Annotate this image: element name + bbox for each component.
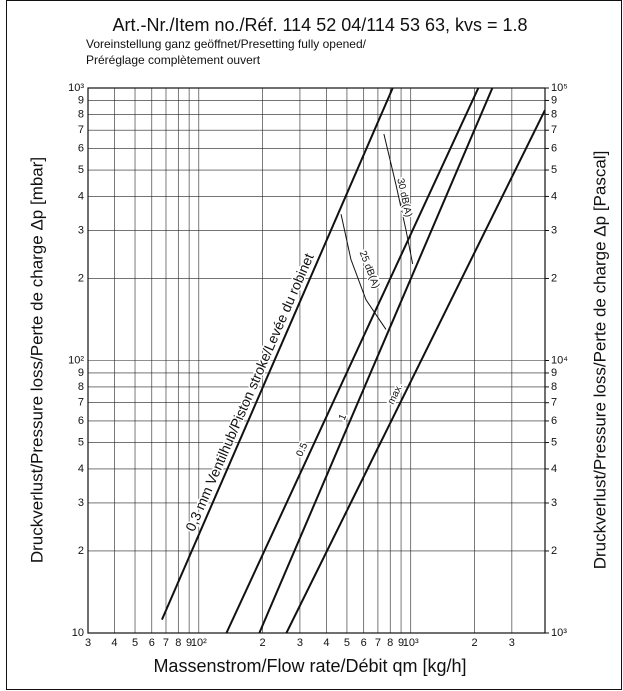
y-tick-label: 7 [78, 124, 84, 136]
series-line [340, 214, 387, 330]
x-tick-label: 3 [85, 637, 91, 649]
y2-tick-label: 8 [551, 381, 557, 393]
series-line [225, 88, 480, 633]
y-tick-label: 7 [78, 397, 84, 409]
x-tick-label: 9 [186, 637, 192, 649]
x-tick-label: 3 [509, 637, 515, 649]
y-axis-label: Druckverlust/Pressure loss/Perte de char… [27, 157, 46, 563]
x-tick-label: 5 [132, 637, 138, 649]
x-tick-label: 9 [398, 637, 404, 649]
y2-tick-label: 7 [551, 397, 557, 409]
y-tick-label: 3 [78, 224, 84, 236]
y-tick-label: 2 [78, 545, 84, 557]
y-tick-label: 5 [78, 164, 84, 176]
y2-tick-label: 9 [551, 367, 557, 379]
y-tick-label: 9 [78, 367, 84, 379]
y2-axis-label: Druckverlust/Pressure loss/Perte de char… [590, 151, 609, 570]
y-tick-label: 8 [78, 381, 84, 393]
y-tick-label: 10 [72, 627, 84, 639]
y2-tick-label: 10⁴ [551, 354, 568, 366]
y-tick-label: 6 [78, 142, 84, 154]
x-tick-label: 8 [175, 637, 181, 649]
x-tick-label: 5 [344, 637, 350, 649]
y-tick-label: 4 [78, 190, 84, 202]
y-tick-label: 10² [68, 354, 84, 366]
chart-subtitle: Voreinstellung ganz geöffnet/Presetting … [86, 37, 367, 51]
y2-tick-label: 6 [551, 415, 557, 427]
x-tick-label: 10³ [403, 637, 419, 649]
series-label: 0,3 mm Ventilhub/Piston stroke/Levée du … [182, 251, 317, 534]
chart-subtitle: Préréglage complètement ouvert [86, 53, 261, 67]
y2-tick-label: 10³ [551, 627, 567, 639]
y2-tick-label: 7 [551, 124, 557, 136]
plot-frame [87, 87, 546, 634]
x-tick-label: 3 [297, 637, 303, 649]
y-tick-label: 10³ [68, 82, 84, 94]
series-line [383, 133, 414, 265]
series-line [285, 109, 545, 633]
y2-tick-label: 2 [551, 272, 557, 284]
y2-tick-label: 5 [551, 164, 557, 176]
y2-tick-label: 3 [551, 224, 557, 236]
y-tick-label: 2 [78, 272, 84, 284]
x-tick-label: 6 [361, 637, 367, 649]
x-tick-label: 4 [111, 637, 117, 649]
y-tick-label: 6 [78, 415, 84, 427]
series-label: 1 [337, 412, 349, 422]
chart-title: Art.-Nr./Item no./Réf. 114 52 04/114 53 … [112, 15, 527, 35]
x-tick-label: 2 [260, 637, 266, 649]
frame [6, 0, 622, 690]
y-tick-label: 5 [78, 436, 84, 448]
y2-tick-label: 8 [551, 108, 557, 120]
x-tick-label: 4 [323, 637, 329, 649]
series-line [258, 88, 494, 633]
x-axis-label: Massenstrom/Flow rate/Débit qm [kg/h] [153, 656, 466, 676]
y-tick-label: 3 [78, 497, 84, 509]
y2-tick-label: 4 [551, 190, 557, 202]
y-tick-label: 9 [78, 94, 84, 106]
x-tick-label: 8 [387, 637, 393, 649]
x-tick-label: 7 [163, 637, 169, 649]
y2-tick-label: 2 [551, 545, 557, 557]
y2-tick-label: 6 [551, 142, 557, 154]
y-tick-label: 4 [78, 463, 84, 475]
y2-tick-label: 5 [551, 436, 557, 448]
y2-tick-label: 10⁵ [551, 82, 568, 94]
series-line [161, 88, 394, 620]
y2-tick-label: 3 [551, 497, 557, 509]
x-tick-label: 2 [471, 637, 477, 649]
x-tick-label: 10² [191, 637, 207, 649]
x-tick-label: 6 [149, 637, 155, 649]
x-tick-label: 7 [375, 637, 381, 649]
y-tick-label: 8 [78, 108, 84, 120]
y2-tick-label: 9 [551, 94, 557, 106]
y2-tick-label: 4 [551, 463, 557, 475]
